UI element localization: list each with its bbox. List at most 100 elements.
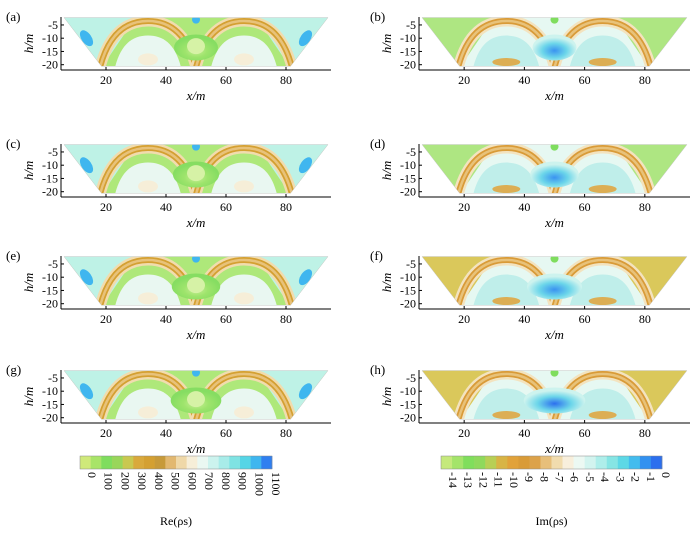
- colorbar-swatch: [650, 456, 663, 469]
- colorbar-swatch: [101, 456, 113, 469]
- y-tick-label: -20: [42, 185, 58, 199]
- panel-label: (d): [370, 136, 385, 151]
- panel-h: 20 40 60 80 -5-10-15-20 x/m h/m (h): [370, 362, 690, 456]
- x-tick-label: 20: [100, 426, 112, 440]
- panel-label: (g): [6, 362, 21, 377]
- y-tick-label: -10: [400, 158, 416, 172]
- x-tick-label: 20: [458, 426, 470, 440]
- x-axis-label: x/m: [544, 215, 564, 230]
- x-tick-label: 60: [579, 426, 591, 440]
- x-tick-label: 40: [160, 426, 172, 440]
- x-tick-label: 40: [518, 73, 530, 87]
- x-tick-label: 60: [579, 200, 591, 214]
- colorbar-imag: -14 -13 -12 -11 -10 -9 -8 -7 -6 -5 -4 -3 -2 -1 0Im(ρs): [440, 455, 673, 528]
- colorbar-swatch: [617, 456, 630, 469]
- colorbar-tick-label: -10: [507, 472, 521, 488]
- colorbar-tick-label: -6: [568, 472, 582, 482]
- x-tick-label: 20: [100, 73, 112, 87]
- colorbar-swatch: [441, 456, 453, 469]
- panel-label: (b): [370, 9, 385, 24]
- x-axis-label: x/m: [186, 441, 206, 456]
- colorbar-swatch: [496, 456, 508, 469]
- colorbar-swatch: [250, 456, 262, 469]
- panel-label: (a): [6, 9, 20, 24]
- colorbar-swatch: [463, 456, 475, 469]
- panel-a: 20 40 60 80 -5-10-15-20 x/m h/m(a): [6, 9, 331, 103]
- panel-axes: 20 40 60 80 -5-10-15-20 x/m h/m: [379, 370, 690, 456]
- y-tick-label: -5: [406, 371, 416, 385]
- colorbar-tick-label: 500: [169, 472, 183, 490]
- x-tick-label: 40: [160, 200, 172, 214]
- colorbar-swatch: [584, 456, 596, 469]
- contour-field: [422, 144, 687, 194]
- panel-label: (e): [6, 248, 20, 263]
- panel-b: 20 40 60 80 -5-10-15-20 x/m h/m (b): [370, 9, 690, 103]
- y-tick-label: -20: [42, 58, 58, 72]
- y-axis-label: h/m: [21, 34, 36, 54]
- colorbar-swatch: [112, 456, 123, 469]
- contour-field: [422, 17, 687, 67]
- colorbar-swatch: [90, 456, 102, 469]
- y-tick-label: -15: [42, 44, 58, 58]
- panel-axes: 20 40 60 80 -5-10-15-20 x/m h/m: [21, 17, 331, 103]
- colorbar-tick-label: 600: [185, 472, 199, 490]
- y-tick-label: -15: [42, 171, 58, 185]
- y-tick-label: -10: [42, 384, 58, 398]
- colorbar-tick-label: 400: [152, 472, 166, 490]
- x-tick-label: 80: [280, 73, 292, 87]
- colorbar-swatch: [573, 456, 585, 469]
- x-tick-label: 20: [458, 73, 470, 87]
- y-axis-label: h/m: [379, 34, 394, 54]
- y-tick-label: -15: [42, 283, 58, 297]
- x-tick-label: 20: [458, 200, 470, 214]
- x-axis-label: x/m: [544, 441, 564, 456]
- x-tick-label: 60: [220, 426, 232, 440]
- x-tick-label: 60: [220, 73, 232, 87]
- colorbar-swatch: [485, 456, 497, 469]
- colorbar-tick-label: -5: [583, 472, 597, 482]
- y-tick-label: -5: [48, 257, 58, 271]
- x-tick-label: 40: [518, 312, 530, 326]
- y-tick-label: -15: [400, 171, 416, 185]
- colorbar-tick-label: -4: [598, 472, 612, 482]
- x-axis-label: x/m: [186, 88, 206, 103]
- panel-label: (c): [6, 136, 20, 151]
- colorbar-swatch: [507, 456, 519, 469]
- colorbar-tick-label: -13: [461, 472, 475, 488]
- x-tick-label: 80: [280, 426, 292, 440]
- colorbar-tick-label: 0: [659, 472, 673, 478]
- x-tick-label: 20: [100, 312, 112, 326]
- y-tick-label: -10: [400, 270, 416, 284]
- y-tick-label: -20: [400, 411, 416, 425]
- colorbar-tick-label: -2: [629, 472, 643, 482]
- colorbar-swatch: [518, 456, 530, 469]
- y-tick-label: -20: [400, 185, 416, 199]
- panel-d: 20 40 60 80 -5-10-15-20 x/m h/m (d): [370, 136, 690, 230]
- colorbar-swatch: [80, 456, 91, 469]
- panel-axes: 20 40 60 80 -5-10-15-20 x/m h/m: [21, 144, 331, 230]
- colorbar-swatch: [208, 456, 219, 469]
- y-tick-label: -15: [400, 44, 416, 58]
- x-tick-label: 80: [639, 73, 651, 87]
- y-tick-label: -20: [42, 411, 58, 425]
- colorbar-label: Im(ρs): [536, 514, 568, 528]
- colorbar-tick-label: -7: [553, 472, 567, 482]
- colorbar-label: Re(ρs): [160, 514, 192, 528]
- x-axis-label: x/m: [186, 327, 206, 342]
- y-tick-label: -10: [400, 384, 416, 398]
- colorbar-tick-label: 200: [118, 472, 132, 490]
- contour-field: [64, 144, 328, 194]
- panel-axes: 20 40 60 80 -5-10-15-20 x/m h/m: [379, 256, 690, 342]
- y-tick-label: -15: [400, 397, 416, 411]
- colorbar-tick-label: 900: [236, 472, 250, 490]
- y-tick-label: -20: [400, 297, 416, 311]
- y-axis-label: h/m: [379, 161, 394, 181]
- colorbar-swatch: [197, 456, 209, 469]
- colorbar-tick-label: 1100: [269, 472, 283, 496]
- y-axis-label: h/m: [379, 273, 394, 293]
- panel-axes: 20 40 60 80 -5-10-15-20 x/m h/m: [379, 17, 690, 103]
- panel-label: (f): [370, 248, 383, 263]
- colorbar-swatch: [529, 456, 541, 469]
